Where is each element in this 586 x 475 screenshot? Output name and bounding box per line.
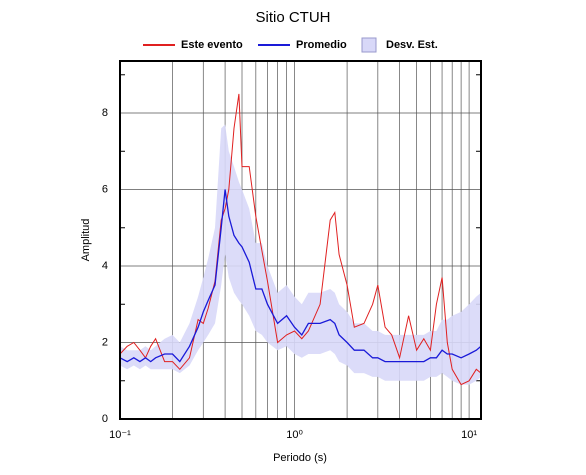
series-line [119,93,482,386]
y-axis-label: Amplitud [80,219,92,262]
legend-swatch [361,37,377,53]
legend-label: Desv. Est. [386,39,438,51]
legend-label: Promedio [296,39,347,51]
y-tick-label: 0 [102,413,108,425]
y-tick-label: 4 [102,260,108,272]
y-tick-label: 8 [102,107,108,119]
series-line [119,189,482,363]
x-axis-label: Periodo (s) [273,452,327,464]
std-band [120,124,481,385]
y-tick-label: 6 [102,183,108,195]
x-tick-label: 10⁻¹ [109,429,131,441]
x-tick-label: 10⁰ [286,429,303,441]
y-tick-label: 2 [102,336,108,348]
plot-frame [119,60,482,420]
legend-label: Este evento [181,39,243,51]
x-tick-label: 10¹ [461,429,477,441]
chart-title: Sitio CTUH [255,9,330,26]
